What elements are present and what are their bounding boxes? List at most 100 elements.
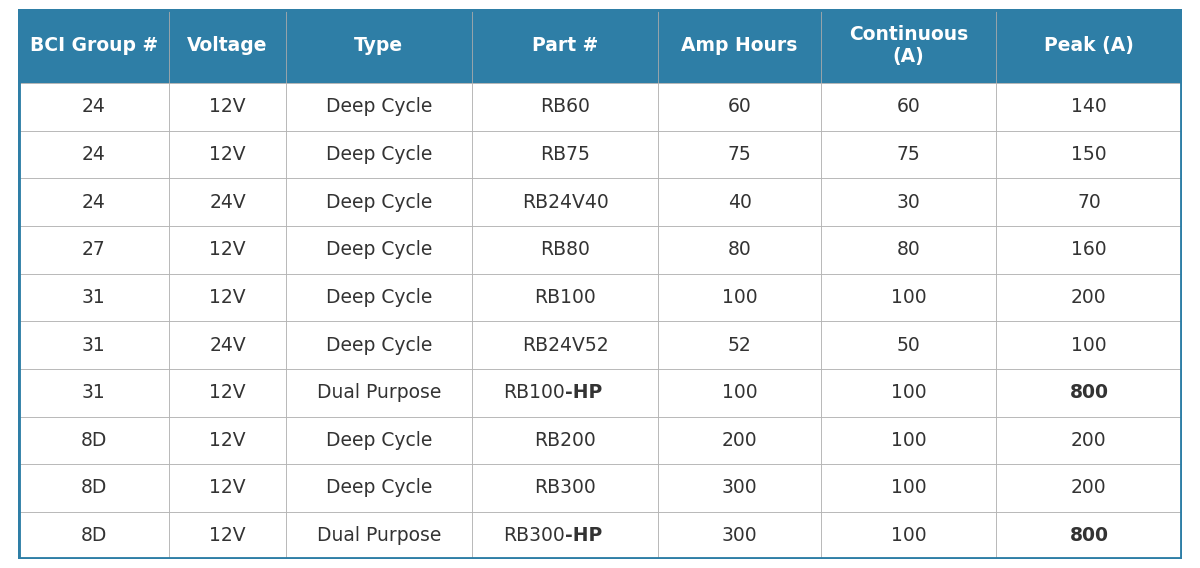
Text: 150: 150 [1072, 145, 1106, 164]
Bar [286, 226, 472, 274]
Bar [472, 83, 659, 131]
Text: 40: 40 [727, 193, 751, 211]
Bar [996, 226, 1182, 274]
Bar [996, 369, 1182, 416]
Text: RB100: RB100 [534, 288, 596, 307]
Text: 200: 200 [1072, 478, 1106, 498]
Text: Part #: Part # [532, 36, 599, 55]
Bar [472, 274, 659, 321]
Bar [286, 416, 472, 464]
Text: Dual Purpose: Dual Purpose [317, 383, 442, 402]
Bar [169, 274, 286, 321]
Text: 12V: 12V [209, 431, 246, 450]
Text: 12V: 12V [209, 526, 246, 545]
Text: 31: 31 [82, 383, 106, 402]
Text: 100: 100 [1072, 336, 1106, 354]
Text: -HP: -HP [565, 526, 602, 545]
Bar [169, 178, 286, 226]
Text: 30: 30 [896, 193, 920, 211]
Text: RB200: RB200 [534, 431, 596, 450]
Bar [996, 83, 1182, 131]
Bar [169, 83, 286, 131]
Bar [286, 274, 472, 321]
Text: 80: 80 [896, 240, 920, 259]
Text: Peak (A): Peak (A) [1044, 36, 1134, 55]
Text: 140: 140 [1072, 97, 1106, 116]
Bar [821, 178, 996, 226]
Bar [18, 416, 169, 464]
Text: Voltage: Voltage [187, 36, 268, 55]
Bar [472, 369, 659, 416]
Text: 27: 27 [82, 240, 106, 259]
Text: RB60: RB60 [540, 97, 590, 116]
Bar [472, 9, 659, 83]
Text: 60: 60 [728, 97, 751, 116]
Bar [996, 131, 1182, 178]
Text: 52: 52 [728, 336, 751, 354]
Text: 800: 800 [1069, 383, 1109, 402]
Text: Deep Cycle: Deep Cycle [325, 478, 432, 498]
Bar [169, 512, 286, 559]
Text: Deep Cycle: Deep Cycle [325, 336, 432, 354]
Bar [472, 226, 659, 274]
Bar [286, 9, 472, 83]
Text: RB300: RB300 [534, 478, 596, 498]
Bar [821, 321, 996, 369]
Text: -HP: -HP [565, 383, 602, 402]
Bar [996, 416, 1182, 464]
Bar [821, 9, 996, 83]
Bar [169, 464, 286, 512]
Text: 100: 100 [890, 526, 926, 545]
Text: RB24V40: RB24V40 [522, 193, 608, 211]
Bar [996, 178, 1182, 226]
Bar [286, 512, 472, 559]
Bar [169, 226, 286, 274]
Text: 200: 200 [722, 431, 757, 450]
Bar [659, 321, 821, 369]
Text: 24V: 24V [209, 336, 246, 354]
Bar [659, 83, 821, 131]
Text: Deep Cycle: Deep Cycle [325, 288, 432, 307]
Bar [286, 83, 472, 131]
Text: 60: 60 [896, 97, 920, 116]
Text: 75: 75 [896, 145, 920, 164]
Bar [18, 464, 169, 512]
Text: Deep Cycle: Deep Cycle [325, 97, 432, 116]
Text: 31: 31 [82, 336, 106, 354]
Text: 100: 100 [722, 288, 757, 307]
Bar [996, 464, 1182, 512]
Text: 12V: 12V [209, 288, 246, 307]
Text: 70: 70 [1078, 193, 1100, 211]
Text: 12V: 12V [209, 240, 246, 259]
Bar [18, 226, 169, 274]
Text: 24V: 24V [209, 193, 246, 211]
Bar [286, 464, 472, 512]
Bar [821, 512, 996, 559]
Bar [659, 464, 821, 512]
Bar [18, 9, 169, 83]
Text: 12V: 12V [209, 383, 246, 402]
Text: Continuous
(A): Continuous (A) [848, 25, 968, 66]
Text: 100: 100 [890, 383, 926, 402]
Text: 100: 100 [890, 478, 926, 498]
Bar [472, 464, 659, 512]
Text: Deep Cycle: Deep Cycle [325, 193, 432, 211]
Bar [169, 131, 286, 178]
Bar [821, 83, 996, 131]
Text: 200: 200 [1072, 431, 1106, 450]
Bar [286, 178, 472, 226]
Text: 100: 100 [890, 431, 926, 450]
Text: BCI Group #: BCI Group # [30, 36, 157, 55]
Text: 300: 300 [722, 478, 757, 498]
Bar [659, 178, 821, 226]
Bar [821, 369, 996, 416]
Bar [18, 178, 169, 226]
Bar [18, 369, 169, 416]
Text: 8D: 8D [80, 431, 107, 450]
Bar [472, 321, 659, 369]
Text: Dual Purpose: Dual Purpose [317, 526, 442, 545]
Text: 12V: 12V [209, 97, 246, 116]
Text: 800: 800 [1069, 526, 1109, 545]
Bar [659, 274, 821, 321]
Bar [821, 416, 996, 464]
